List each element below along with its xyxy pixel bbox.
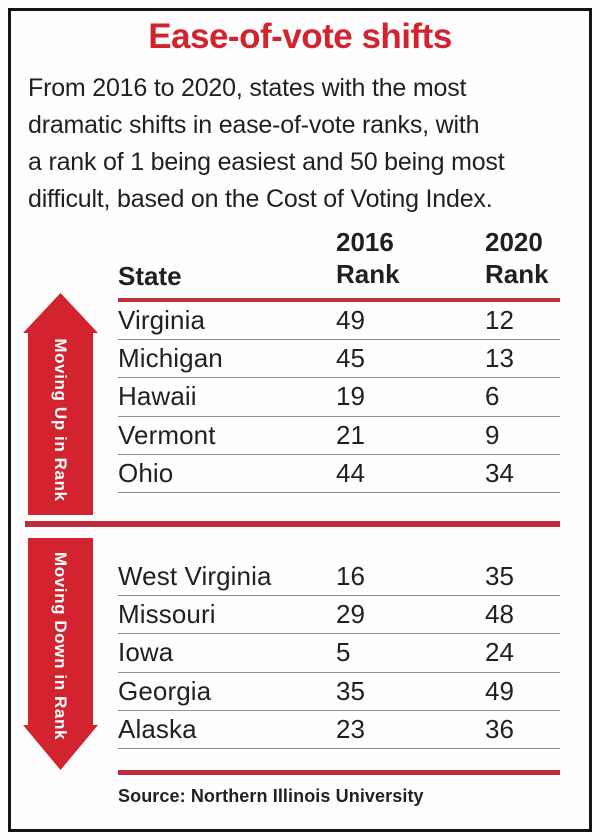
table-row: Alaska 23 36 (118, 711, 560, 749)
rank-2020-cell: 12 (485, 305, 515, 336)
rank-2020-cell: 35 (485, 561, 515, 592)
moving-up-arrow: Moving Up in Rank (23, 293, 98, 515)
table-row: Hawaii 19 6 (118, 378, 560, 417)
table-row: Vermont 21 9 (118, 417, 560, 455)
state-cell: Ohio (118, 457, 174, 488)
intro-line: dramatic shifts in ease-of-vote ranks, w… (28, 111, 480, 139)
rank-2016-cell: 19 (336, 381, 366, 412)
column-header-2020-rank: 2020 Rank (485, 226, 549, 290)
table-row: Iowa 5 24 (118, 634, 560, 673)
state-cell: Missouri (118, 599, 216, 630)
rank-2016-cell: 21 (336, 419, 366, 450)
rank-2020-cell: 6 (485, 381, 500, 412)
rank-2020-cell: 34 (485, 457, 515, 488)
state-cell: Iowa (118, 637, 174, 668)
table-row: Ohio 44 34 (118, 455, 560, 493)
column-header-2020-line1: 2020 (485, 227, 543, 257)
state-cell: West Virginia (118, 561, 272, 592)
rank-2016-cell: 49 (336, 305, 366, 336)
column-header-2020-line2: Rank (485, 259, 549, 289)
state-cell: Hawaii (118, 381, 197, 412)
rank-2016-cell: 44 (336, 457, 366, 488)
source-credit: Source: Northern Illinois University (118, 786, 424, 806)
column-header-2016-rank: 2016 Rank (336, 226, 400, 290)
rank-2020-cell: 36 (485, 713, 515, 744)
rank-2020-cell: 24 (485, 637, 515, 668)
table-moving-down: West Virginia 16 35 Missouri 29 48 Iowa … (118, 558, 560, 749)
table-row: Georgia 35 49 (118, 673, 560, 711)
rank-2020-cell: 48 (485, 599, 515, 630)
table-row: Michigan 45 13 (118, 340, 560, 379)
rank-2016-cell: 35 (336, 675, 366, 706)
table-header: State 2016 Rank 2020 Rank (118, 226, 560, 298)
intro-line: difficult, based on the Cost of Voting I… (28, 185, 493, 213)
down-arrow-icon (23, 538, 98, 770)
rank-2020-cell: 49 (485, 675, 515, 706)
moving-up-label: Moving Up in Rank (51, 338, 70, 501)
state-cell: Virginia (118, 305, 206, 336)
rank-2020-cell: 13 (485, 343, 515, 374)
rank-2016-cell: 16 (336, 561, 366, 592)
rank-2016-cell: 29 (336, 599, 366, 630)
rank-2016-cell: 23 (336, 713, 366, 744)
state-cell: Vermont (118, 419, 216, 450)
state-cell: Michigan (118, 343, 223, 374)
column-header-2016-line1: 2016 (336, 227, 394, 257)
up-arrow-icon (23, 293, 98, 515)
table-moving-up: Virginia 49 12 Michigan 45 13 Hawaii 19 … (118, 298, 560, 493)
intro-text: From 2016 to 2020, states with the most … (28, 70, 588, 218)
column-header-state: State (118, 261, 182, 291)
state-cell: Alaska (118, 713, 197, 744)
table-row: Virginia 49 12 (118, 302, 560, 341)
moving-down-label: Moving Down in Rank (51, 552, 70, 740)
table-row: Missouri 29 48 (118, 596, 560, 635)
section-divider (25, 521, 560, 527)
state-cell: Georgia (118, 675, 212, 706)
bottom-rule (118, 770, 560, 775)
moving-down-arrow: Moving Down in Rank (23, 538, 98, 770)
table-row: West Virginia 16 35 (118, 558, 560, 597)
column-header-2016-line2: Rank (336, 259, 400, 289)
rank-2020-cell: 9 (485, 419, 500, 450)
rank-2016-cell: 5 (336, 637, 351, 668)
page-title: Ease-of-vote shifts (148, 17, 452, 56)
intro-line: From 2016 to 2020, states with the most (28, 74, 467, 102)
rank-2016-cell: 45 (336, 343, 366, 374)
intro-line: a rank of 1 being easiest and 50 being m… (28, 148, 505, 176)
